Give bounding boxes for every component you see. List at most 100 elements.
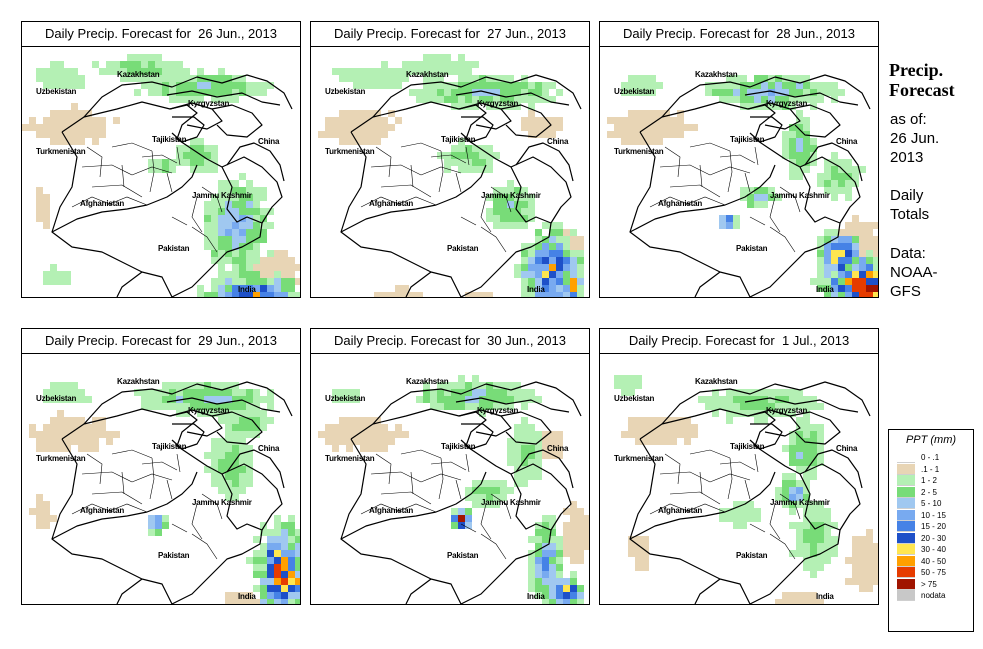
precip-cell bbox=[817, 271, 824, 278]
precip-cell bbox=[260, 82, 267, 89]
legend-row: 2 - 5 bbox=[889, 486, 973, 499]
precip-cell bbox=[71, 417, 78, 424]
precip-cell bbox=[43, 389, 50, 396]
precip-cell bbox=[239, 424, 246, 431]
forecast-panel-5: Daily Precip. Forecast for 30 Jun., 2013… bbox=[310, 328, 590, 605]
map-canvas bbox=[614, 375, 878, 604]
precip-cell bbox=[211, 236, 218, 243]
precip-cell bbox=[514, 96, 521, 103]
precip-cell bbox=[838, 264, 845, 271]
map-label-uzbekistan: Uzbekistan bbox=[325, 394, 366, 403]
precip-cell bbox=[253, 571, 260, 578]
precip-cell bbox=[873, 243, 878, 250]
precip-cell bbox=[535, 459, 542, 466]
precip-cell bbox=[719, 96, 726, 103]
precip-cell bbox=[570, 557, 577, 564]
precip-cell bbox=[514, 89, 521, 96]
precip-cell bbox=[556, 571, 563, 578]
precip-cell bbox=[437, 75, 444, 82]
province-boundary bbox=[480, 533, 507, 560]
precip-cell bbox=[507, 382, 514, 389]
precip-cell bbox=[472, 145, 479, 152]
precip-cell bbox=[621, 431, 628, 438]
province-boundary bbox=[201, 186, 223, 213]
precip-cell bbox=[190, 389, 197, 396]
precip-cell bbox=[570, 271, 577, 278]
province-boundary bbox=[171, 523, 188, 533]
precip-cell bbox=[824, 82, 831, 89]
precip-cell bbox=[64, 438, 71, 445]
precip-cell bbox=[127, 75, 134, 82]
precip-cell bbox=[775, 494, 782, 501]
precip-cell bbox=[859, 571, 866, 578]
precip-cell bbox=[332, 68, 339, 75]
precip-cell bbox=[747, 89, 754, 96]
precip-cell bbox=[395, 292, 402, 297]
precip-cell bbox=[705, 82, 712, 89]
precip-cell bbox=[803, 452, 810, 459]
precip-cell bbox=[232, 222, 239, 229]
precip-cell bbox=[267, 599, 274, 604]
precip-cell bbox=[796, 543, 803, 550]
precip-cell bbox=[367, 445, 374, 452]
precip-cell bbox=[99, 417, 106, 424]
precip-cell bbox=[831, 285, 838, 292]
precip-cell bbox=[211, 201, 218, 208]
precip-cell bbox=[260, 89, 267, 96]
precip-cell bbox=[824, 508, 831, 515]
precip-cell bbox=[677, 431, 684, 438]
province-boundary bbox=[191, 196, 203, 233]
precip-cell bbox=[635, 417, 642, 424]
precip-cell bbox=[507, 459, 514, 466]
precip-cell bbox=[50, 131, 57, 138]
precip-cell bbox=[549, 543, 556, 550]
precip-cell bbox=[381, 424, 388, 431]
precip-cell bbox=[740, 410, 747, 417]
province-boundary bbox=[649, 196, 691, 208]
precip-cell bbox=[246, 208, 253, 215]
precip-cell bbox=[521, 473, 528, 480]
map-label-afghanistan: Afghanistan bbox=[80, 506, 125, 515]
province-boundary bbox=[769, 196, 781, 233]
precip-cell bbox=[444, 166, 451, 173]
precip-cell bbox=[451, 382, 458, 389]
precip-cell bbox=[838, 180, 845, 187]
precip-cell bbox=[92, 61, 99, 68]
precip-cell bbox=[246, 222, 253, 229]
precip-cell bbox=[670, 431, 677, 438]
precip-cell bbox=[148, 529, 155, 536]
precip-cell bbox=[873, 236, 878, 243]
precip-cell bbox=[570, 536, 577, 543]
precip-cell bbox=[852, 166, 859, 173]
precip-cell bbox=[556, 557, 563, 564]
precip-cell bbox=[810, 159, 817, 166]
precip-cell bbox=[155, 159, 162, 166]
precip-cell bbox=[71, 124, 78, 131]
country-boundary bbox=[629, 164, 776, 233]
precip-cell bbox=[761, 82, 768, 89]
precip-cell bbox=[232, 201, 239, 208]
precip-cell bbox=[866, 529, 873, 536]
legend-row: .1 - 1 bbox=[889, 463, 973, 476]
precip-cell bbox=[64, 131, 71, 138]
precip-cell bbox=[493, 487, 500, 494]
precip-cell bbox=[803, 473, 810, 480]
precip-cell bbox=[528, 215, 535, 222]
precip-cell bbox=[120, 75, 127, 82]
precip-cell bbox=[183, 68, 190, 75]
precip-cell bbox=[479, 389, 486, 396]
map-label-china: China bbox=[547, 137, 569, 146]
precip-cell bbox=[451, 61, 458, 68]
precip-cell bbox=[346, 75, 353, 82]
precip-cell bbox=[267, 571, 274, 578]
province-boundary bbox=[684, 196, 726, 206]
precip-cell bbox=[761, 403, 768, 410]
precip-cell bbox=[621, 389, 628, 396]
precip-cell bbox=[218, 271, 225, 278]
precip-cell bbox=[549, 222, 556, 229]
province-boundary bbox=[400, 142, 442, 152]
precip-cell bbox=[225, 236, 232, 243]
precip-cell bbox=[381, 61, 388, 68]
legend-row: 10 - 15 bbox=[889, 509, 973, 522]
precip-cell bbox=[260, 229, 267, 236]
